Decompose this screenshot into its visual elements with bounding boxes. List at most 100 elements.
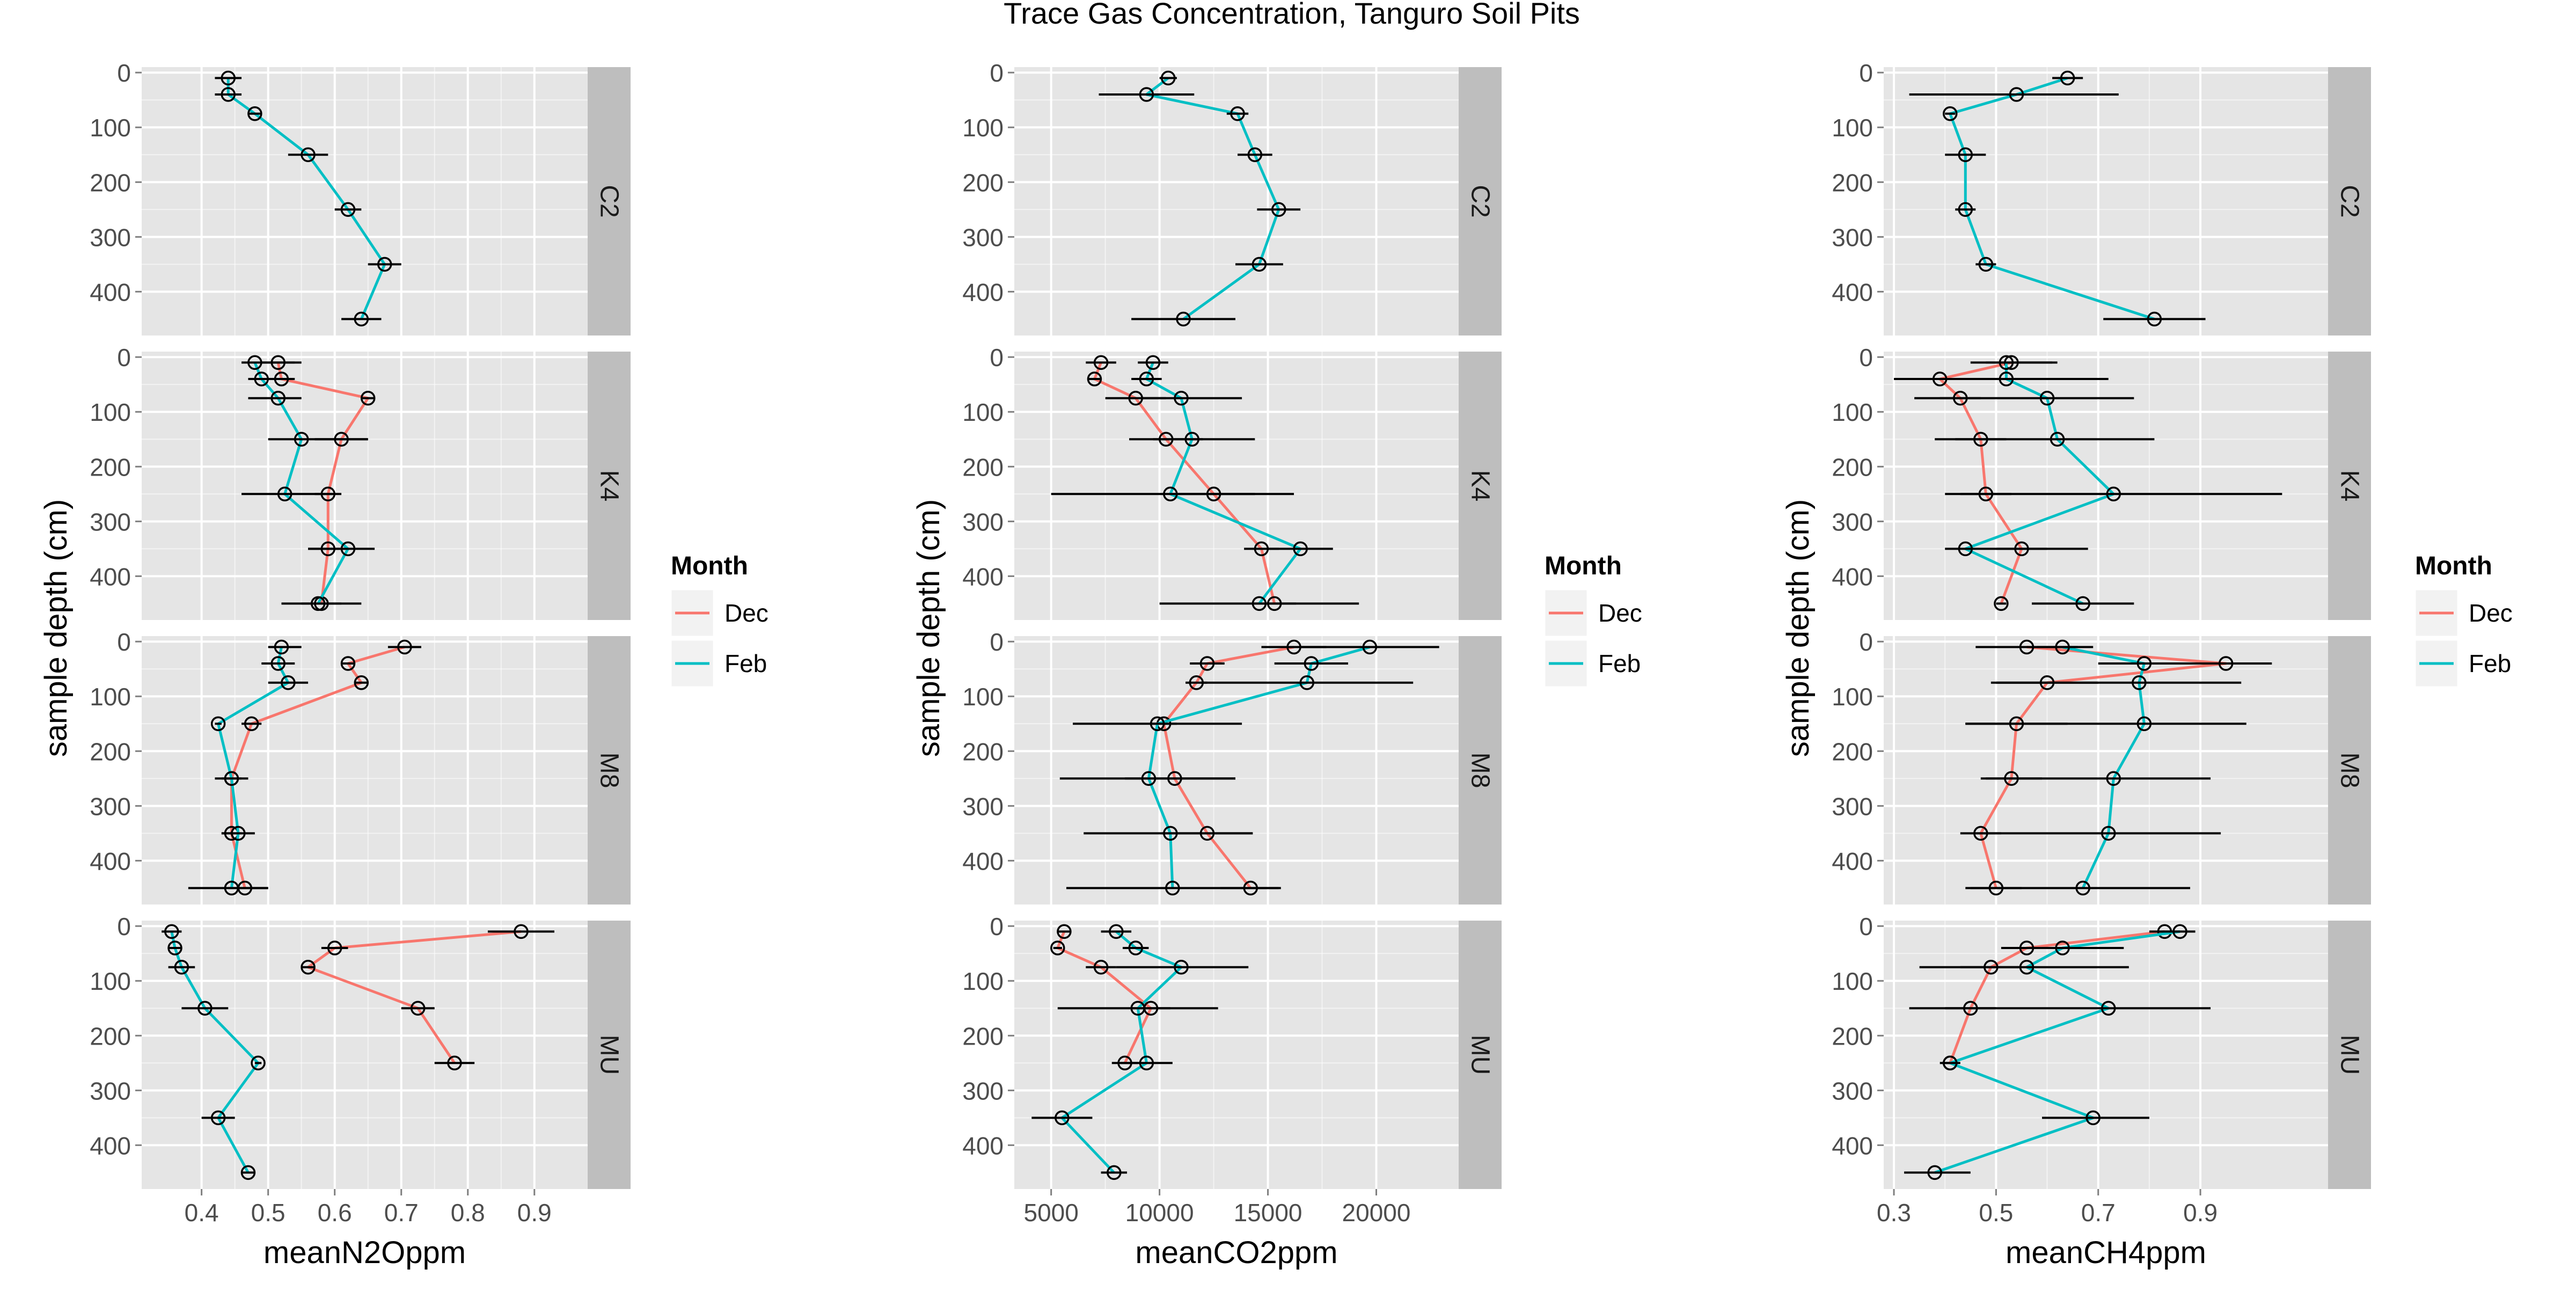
data-point bbox=[251, 1055, 266, 1071]
y-tick-label: 0 bbox=[117, 344, 131, 371]
facet-label: MU bbox=[1466, 1035, 1495, 1075]
panel-background bbox=[1884, 921, 2328, 1189]
y-tick-label: 0 bbox=[990, 628, 1004, 656]
data-point bbox=[301, 147, 316, 163]
data-point bbox=[1293, 541, 1308, 557]
data-point bbox=[447, 1055, 462, 1071]
y-tick-label: 0 bbox=[117, 913, 131, 940]
legend-title: Month bbox=[2415, 552, 2492, 580]
facet-panel: 0 100 200 300 400 K4 bbox=[962, 344, 1502, 620]
y-tick-label: 200 bbox=[90, 1022, 131, 1050]
data-point bbox=[247, 355, 262, 370]
y-tick-label: 0 bbox=[1859, 913, 1873, 940]
legend-title: Month bbox=[671, 552, 748, 580]
data-point bbox=[2136, 716, 2152, 732]
data-point bbox=[1145, 355, 1161, 370]
y-tick-label: 0 bbox=[990, 913, 1004, 940]
figure-title: Trace Gas Concentration, Tanguro Soil Pi… bbox=[1004, 0, 1580, 30]
y-tick-label: 400 bbox=[962, 278, 1004, 306]
data-point bbox=[2050, 432, 2065, 447]
facet-label: M8 bbox=[1466, 753, 1495, 789]
facet-strip bbox=[588, 352, 631, 620]
series-dec bbox=[301, 924, 554, 1071]
x-axis-label: meanCH4ppm bbox=[2006, 1235, 2206, 1270]
data-point bbox=[1999, 371, 2014, 386]
facet-strip bbox=[2328, 636, 2371, 905]
data-point bbox=[244, 716, 259, 732]
data-point bbox=[2218, 656, 2234, 671]
data-point bbox=[1994, 596, 2009, 611]
data-point bbox=[240, 1165, 256, 1180]
y-tick-label: 100 bbox=[1832, 114, 1873, 142]
data-point bbox=[377, 257, 392, 272]
y-tick-label: 100 bbox=[962, 967, 1004, 995]
legend-label: Dec bbox=[724, 599, 769, 627]
y-tick-label: 300 bbox=[90, 508, 131, 536]
data-point bbox=[2009, 87, 2024, 102]
data-point bbox=[354, 675, 369, 690]
y-tick-label: 300 bbox=[1832, 792, 1873, 820]
y-tick-label: 100 bbox=[90, 398, 131, 426]
y-tick-label: 100 bbox=[962, 683, 1004, 711]
data-point bbox=[2106, 486, 2121, 502]
y-tick-label: 300 bbox=[962, 1077, 1004, 1105]
x-tick-label: 5000 bbox=[1023, 1199, 1078, 1227]
y-tick-label: 0 bbox=[990, 59, 1004, 87]
y-tick-label: 0 bbox=[117, 628, 131, 656]
y-tick-label: 0 bbox=[117, 59, 131, 87]
data-point bbox=[1093, 355, 1109, 370]
y-tick-label: 400 bbox=[962, 563, 1004, 590]
data-point bbox=[1942, 1055, 1958, 1071]
y-tick-label: 100 bbox=[1832, 683, 1873, 711]
y-tick-label: 300 bbox=[90, 792, 131, 820]
y-tick-label: 400 bbox=[962, 847, 1004, 875]
panel-background bbox=[142, 67, 588, 335]
data-point bbox=[2106, 771, 2121, 786]
y-tick-label: 400 bbox=[90, 847, 131, 875]
data-point bbox=[2055, 639, 2070, 655]
x-tick-label: 0.8 bbox=[451, 1199, 485, 1227]
data-point bbox=[224, 771, 239, 786]
facet-label: MU bbox=[2336, 1035, 2364, 1075]
data-point bbox=[2132, 675, 2147, 690]
data-point bbox=[2172, 924, 2187, 939]
y-tick-label: 200 bbox=[1832, 1022, 1873, 1050]
legend-label: Feb bbox=[1598, 650, 1641, 677]
chart-block-1: 0 100 200 300 400 C2 0 100 200 300 400 K4 0 100 200 300… bbox=[911, 59, 1642, 1270]
x-tick-label: 0.5 bbox=[251, 1199, 286, 1227]
panel-background bbox=[1014, 636, 1459, 905]
facet-label: K4 bbox=[595, 470, 624, 502]
x-tick-label: 0.9 bbox=[517, 1199, 552, 1227]
y-tick-label: 200 bbox=[1832, 738, 1873, 765]
series-feb bbox=[241, 355, 375, 611]
data-point bbox=[1254, 541, 1269, 557]
y-tick-label: 100 bbox=[90, 683, 131, 711]
data-point bbox=[327, 940, 342, 956]
data-point bbox=[1362, 639, 1378, 655]
y-tick-label: 200 bbox=[1832, 169, 1873, 196]
facet-panel: 0 100 200 300 400 C2 bbox=[90, 59, 631, 335]
data-point bbox=[197, 1001, 213, 1016]
data-point bbox=[1128, 390, 1143, 406]
x-tick-label: 0.9 bbox=[2183, 1199, 2218, 1227]
data-point bbox=[310, 596, 326, 611]
data-point bbox=[270, 656, 286, 671]
series-feb bbox=[215, 70, 401, 327]
y-tick-label: 200 bbox=[962, 453, 1004, 481]
data-point bbox=[1057, 924, 1072, 939]
y-tick-label: 200 bbox=[90, 453, 131, 481]
data-point bbox=[410, 1001, 426, 1016]
data-point bbox=[514, 924, 529, 939]
facet-panel: 0 100 200 300 400 MU bbox=[90, 913, 631, 1189]
data-point bbox=[2019, 959, 2035, 975]
data-point bbox=[1128, 940, 1143, 956]
x-tick-label: 0.7 bbox=[2081, 1199, 2116, 1227]
data-point bbox=[397, 639, 412, 655]
y-tick-label: 400 bbox=[1832, 847, 1873, 875]
x-tick-label: 0.6 bbox=[318, 1199, 352, 1227]
facet-label: M8 bbox=[595, 753, 624, 789]
facet-label: K4 bbox=[1466, 470, 1495, 502]
legend-label: Dec bbox=[2469, 599, 2513, 627]
data-point bbox=[2060, 70, 2075, 86]
